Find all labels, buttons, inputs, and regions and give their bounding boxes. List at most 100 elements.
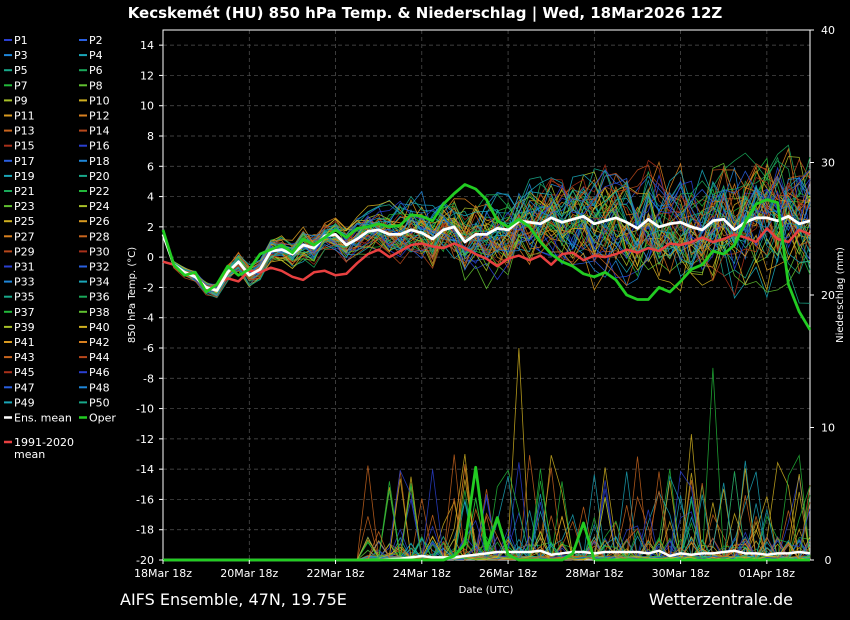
- temp-line-P5: [162, 193, 811, 304]
- x-tick-label: 28Mar 18z: [565, 567, 623, 580]
- precip-line-P14: [163, 347, 811, 561]
- legend-label-P40: P40: [89, 321, 110, 334]
- legend-label-P20: P20: [89, 170, 110, 183]
- oper-temp-line: [161, 183, 812, 331]
- y-tick-label: -16: [136, 493, 154, 506]
- legend-label-P16: P16: [89, 140, 110, 153]
- legend-label-P10: P10: [89, 94, 110, 107]
- climatology-temp-line: [162, 227, 811, 291]
- y-tick-label: -18: [136, 524, 154, 537]
- temp-member-lines: [162, 144, 811, 304]
- precip-line-P23: [163, 367, 811, 561]
- legend-label-P41: P41: [14, 336, 35, 349]
- legend-label-climatology-line1: 1991-2020: [14, 436, 74, 449]
- legend-label-P44: P44: [89, 351, 110, 364]
- legend-label-P22: P22: [89, 185, 110, 198]
- x-tick-label: 22Mar 18z: [307, 567, 365, 580]
- legend-label-P2: P2: [89, 34, 103, 47]
- chart-title: Kecskemét (HU) 850 hPa Temp. & Niedersch…: [128, 4, 723, 23]
- grid: [162, 29, 811, 561]
- legend-label-P4: P4: [89, 49, 103, 62]
- x-axis-label: Date (UTC): [459, 585, 514, 596]
- legend-label-P38: P38: [89, 306, 110, 319]
- y-axis-label: 850 hPa Temp. (°C): [127, 247, 138, 343]
- footer-right: Wetterzentrale.de: [649, 590, 793, 609]
- y-tick-label: 8: [147, 130, 154, 143]
- temp-line-P50: [162, 181, 811, 295]
- legend-label-P27: P27: [14, 230, 35, 243]
- legend-label-P35: P35: [14, 291, 35, 304]
- legend-label-P6: P6: [89, 64, 103, 77]
- legend-label-P37: P37: [14, 306, 35, 319]
- legend-label-P47: P47: [14, 381, 35, 394]
- y-tick-label: -2: [143, 281, 154, 294]
- y2-tick-label: 40: [821, 24, 835, 37]
- legend-label-P50: P50: [89, 396, 110, 409]
- legend-label-ens-mean: Ens. mean: [14, 412, 72, 425]
- legend-label-P33: P33: [14, 276, 35, 289]
- legend-label-P42: P42: [89, 336, 110, 349]
- legend-label-P17: P17: [14, 155, 35, 168]
- legend-label-P13: P13: [14, 125, 35, 138]
- legend-label-oper: Oper: [89, 412, 116, 425]
- legend-label-P23: P23: [14, 200, 35, 213]
- legend-label-P46: P46: [89, 366, 110, 379]
- y-tick-label: 10: [140, 100, 154, 113]
- legend-label-P36: P36: [89, 291, 110, 304]
- legend-label-P21: P21: [14, 185, 35, 198]
- legend-label-P11: P11: [14, 110, 35, 123]
- y-tick-label: 6: [147, 160, 154, 173]
- y-tick-label: 4: [147, 191, 154, 204]
- legend-label-P39: P39: [14, 321, 35, 334]
- legend-label-P31: P31: [14, 261, 35, 274]
- plot-frame: [162, 29, 811, 561]
- x-tick-label: 18Mar 18z: [134, 567, 192, 580]
- y-tick-label: -14: [136, 463, 154, 476]
- plot-area: [161, 29, 812, 562]
- y-tick-label: 2: [147, 221, 154, 234]
- y-axis-right: 0 10 20 30 40: [810, 24, 835, 567]
- y-tick-label: 14: [140, 39, 154, 52]
- y-tick-label: -12: [136, 433, 154, 446]
- x-axis: 18Mar 18z 20Mar 18z 22Mar 18z 24Mar 18z 26Ma…: [134, 560, 795, 580]
- temp-line-P40: [162, 185, 811, 294]
- temp-line-P49: [162, 174, 811, 290]
- x-tick-label: 30Mar 18z: [652, 567, 710, 580]
- legend-label-P3: P3: [14, 49, 28, 62]
- legend-label-P26: P26: [89, 215, 110, 228]
- legend-label-P45: P45: [14, 366, 35, 379]
- legend-label-climatology-line2: mean: [14, 448, 45, 461]
- legend-label-P28: P28: [89, 230, 110, 243]
- y-tick-label: -6: [143, 342, 154, 355]
- legend-label-P49: P49: [14, 396, 35, 409]
- x-tick-label: 01Apr 18z: [739, 567, 796, 580]
- legend-label-P15: P15: [14, 140, 35, 153]
- legend-label-P1: P1: [14, 34, 28, 47]
- x-tick-label: 26Mar 18z: [479, 567, 537, 580]
- legend-label-P25: P25: [14, 215, 35, 228]
- legend-label-P8: P8: [89, 79, 103, 92]
- legend-label-P24: P24: [89, 200, 110, 213]
- y-tick-label: -8: [143, 372, 154, 385]
- legend-label-P12: P12: [89, 110, 110, 123]
- legend-label-P30: P30: [89, 245, 110, 258]
- legend-label-P43: P43: [14, 351, 35, 364]
- y-tick-label: -4: [143, 312, 154, 325]
- legend-label-P19: P19: [14, 170, 35, 183]
- legend-label-P18: P18: [89, 155, 110, 168]
- y2-axis-label: Niederschlag (mm): [835, 247, 846, 343]
- footer-left: AIFS Ensemble, 47N, 19.75E: [120, 590, 347, 609]
- legend-label-P9: P9: [14, 94, 28, 107]
- legend-label-P48: P48: [89, 381, 110, 394]
- legend-label-P32: P32: [89, 261, 110, 274]
- legend-label-P34: P34: [89, 276, 110, 289]
- y2-tick-label: 10: [821, 422, 835, 435]
- legend: P1 P2 P3 P4 P5 P6 P7 P8 P9 P10 P11 P12 P13 P14 P15 P16 P…: [4, 34, 116, 461]
- y-tick-label: 0: [147, 251, 154, 264]
- legend-label-P14: P14: [89, 125, 110, 138]
- legend-label-P29: P29: [14, 245, 35, 258]
- y2-tick-label: 0: [825, 554, 832, 567]
- precip-member-lines: [163, 347, 811, 561]
